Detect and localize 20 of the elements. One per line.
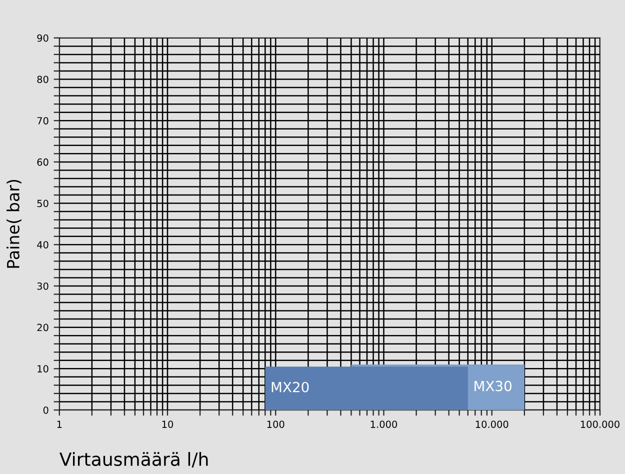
x-tick-label: 10.000 (476, 420, 508, 428)
series-label: MX20 (272, 382, 309, 392)
x-tick-label: 1 (57, 420, 62, 428)
y-tick-label: 50 (37, 200, 48, 208)
x-tick-label: 1.000 (370, 420, 398, 428)
series-label: MX30 (474, 380, 512, 392)
y-tick-label: 20 (37, 324, 48, 332)
y-tick-label: 60 (37, 158, 48, 166)
y-tick-label: 90 (37, 34, 48, 42)
x-tick-label: 100 (267, 420, 284, 428)
x-axis-title: Virtausmäärä l/h (60, 452, 208, 468)
y-tick-label: 10 (38, 365, 48, 372)
x-tick-label: 100.000 (580, 420, 620, 428)
y-tick-label: 0 (43, 406, 48, 414)
y-tick-label: 80 (37, 76, 48, 84)
y-tick-label: 70 (37, 117, 48, 124)
y-axis-title: Paine( bar) (6, 180, 22, 268)
y-tick-label: 40 (37, 241, 48, 248)
x-tick-label: 10 (162, 420, 174, 428)
y-tick-label: 30 (37, 282, 48, 290)
